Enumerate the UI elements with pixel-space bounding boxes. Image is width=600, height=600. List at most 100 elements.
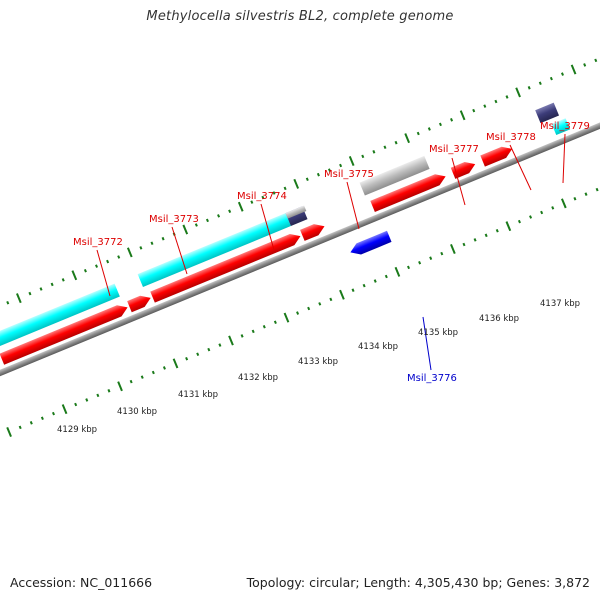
tick-ring-outer bbox=[272, 191, 276, 195]
genome-summary-text: Topology: circular; Length: 4,305,430 bp… bbox=[246, 575, 590, 590]
tick-ring-outer bbox=[594, 58, 598, 63]
cds-msil-3774 bbox=[150, 234, 301, 303]
feature-navy-right bbox=[535, 102, 560, 124]
tick-ring-outer bbox=[394, 140, 398, 145]
tick-ring-outer bbox=[383, 145, 387, 150]
genome-backbone bbox=[0, 25, 600, 451]
tick-ring-inner bbox=[185, 357, 189, 361]
scale-label-4135: 4135 kbp bbox=[418, 328, 458, 338]
tick-ring-outer bbox=[505, 95, 509, 99]
cds-msil-3772 bbox=[0, 305, 128, 365]
tick-ring-inner bbox=[85, 398, 89, 402]
tick-ring-outer bbox=[28, 291, 32, 296]
cds-msil-3775 bbox=[300, 224, 325, 241]
tick-ring-inner bbox=[429, 256, 433, 260]
tick-ring-inner bbox=[228, 335, 234, 346]
leader-msil-3775 bbox=[346, 181, 360, 230]
tick-ring-inner bbox=[505, 221, 512, 232]
scale-label-4134: 4134 kbp bbox=[358, 342, 398, 352]
tick-ring-outer bbox=[237, 201, 244, 212]
tick-ring-inner bbox=[151, 370, 155, 375]
tick-ring-outer bbox=[328, 168, 331, 172]
gene-label-msil-3774: Msil_3774 bbox=[237, 191, 287, 202]
tick-ring-inner bbox=[18, 425, 22, 430]
tick-ring-inner bbox=[339, 289, 345, 300]
feature-gray-cap bbox=[285, 205, 307, 219]
tick-ring-inner bbox=[107, 389, 111, 393]
cds-msil-3771 bbox=[0, 354, 2, 441]
tick-ring-inner bbox=[51, 411, 55, 416]
tick-ring-inner bbox=[484, 233, 488, 238]
gene-label-msil-3777: Msil_3777 bbox=[429, 144, 479, 155]
tick-ring-outer bbox=[450, 118, 454, 122]
tick-ring-outer bbox=[527, 86, 531, 90]
cds-msil-3779 bbox=[480, 146, 513, 167]
tick-ring-outer bbox=[361, 154, 365, 159]
tick-ring-inner bbox=[595, 187, 599, 192]
tick-ring-inner bbox=[540, 210, 544, 215]
tick-ring-inner bbox=[440, 251, 444, 256]
cds-msil-3777 bbox=[370, 174, 446, 212]
scale-label-4133: 4133 kbp bbox=[298, 357, 338, 367]
tick-ring-outer bbox=[39, 287, 43, 291]
tick-ring-outer bbox=[404, 133, 410, 144]
tick-ring-outer bbox=[250, 200, 254, 204]
cds-msil-3776 bbox=[350, 230, 392, 255]
tick-ring-inner bbox=[329, 297, 333, 302]
tick-ring-outer bbox=[339, 163, 343, 168]
tick-ring-inner bbox=[61, 404, 68, 415]
scale-label-4129: 4129 kbp bbox=[57, 425, 97, 435]
tick-ring-outer bbox=[194, 223, 198, 227]
tick-ring-outer bbox=[6, 300, 10, 305]
feature-gray-1 bbox=[359, 155, 430, 196]
scale-label-4132: 4132 kbp bbox=[238, 373, 278, 383]
tick-ring-outer bbox=[95, 264, 99, 268]
leader-msil-3773 bbox=[171, 226, 188, 275]
tick-ring-inner bbox=[384, 274, 388, 279]
tick-ring-inner bbox=[462, 242, 466, 247]
tick-ring-inner bbox=[573, 196, 577, 201]
tick-ring-inner bbox=[74, 402, 78, 407]
tick-ring-outer bbox=[348, 155, 355, 166]
scale-label-4131: 4131 kbp bbox=[178, 390, 218, 400]
tick-ring-outer bbox=[494, 99, 498, 104]
tick-ring-inner bbox=[162, 366, 166, 370]
tick-ring-inner bbox=[40, 416, 44, 421]
tick-ring-outer bbox=[161, 236, 165, 241]
feature-cyan-1 bbox=[0, 283, 120, 348]
tick-ring-outer bbox=[217, 214, 221, 218]
tick-ring-outer bbox=[61, 278, 65, 282]
tick-ring-inner bbox=[196, 352, 200, 356]
tick-ring-outer bbox=[205, 218, 209, 223]
tick-ring-inner bbox=[407, 265, 411, 270]
tick-ring-inner bbox=[283, 312, 290, 323]
tick-ring-inner bbox=[394, 266, 401, 277]
tick-ring-outer bbox=[560, 72, 564, 76]
tick-ring-outer bbox=[150, 241, 154, 246]
scale-label-4136: 4136 kbp bbox=[479, 314, 519, 324]
tick-ring-inner bbox=[307, 306, 311, 311]
feature-track bbox=[0, 25, 600, 451]
leader-msil-3778 bbox=[509, 144, 532, 191]
gene-label-msil-3772: Msil_3772 bbox=[73, 237, 123, 248]
gene-label-msil-3775: Msil_3775 bbox=[324, 169, 374, 180]
tick-ring-inner bbox=[584, 192, 588, 196]
scale-labels: 4129 kbp 4130 kbp 4131 kbp 4132 kbp 4133… bbox=[57, 299, 580, 435]
tick-ring-inner bbox=[351, 288, 355, 292]
tick-ring-inner bbox=[117, 381, 123, 392]
feature-cyan-right bbox=[551, 118, 571, 136]
tick-ring-inner bbox=[495, 228, 499, 233]
tick-ring-inner bbox=[129, 379, 133, 384]
scale-label-4130: 4130 kbp bbox=[117, 407, 157, 417]
leader-msil-3776 bbox=[422, 316, 432, 371]
tick-ring-outer bbox=[126, 247, 133, 258]
tick-ring-outer bbox=[316, 172, 320, 177]
tick-ring-outer bbox=[372, 150, 376, 154]
tick-ring-inner bbox=[240, 334, 244, 338]
tick-ring-outer bbox=[515, 87, 521, 98]
tick-ring-inner bbox=[251, 329, 255, 334]
gene-label-msil-3778: Msil_3778 bbox=[486, 132, 536, 143]
tick-ring-inner bbox=[262, 325, 266, 329]
tick-ring-inner bbox=[296, 311, 300, 315]
tick-ring-outer bbox=[472, 108, 476, 113]
